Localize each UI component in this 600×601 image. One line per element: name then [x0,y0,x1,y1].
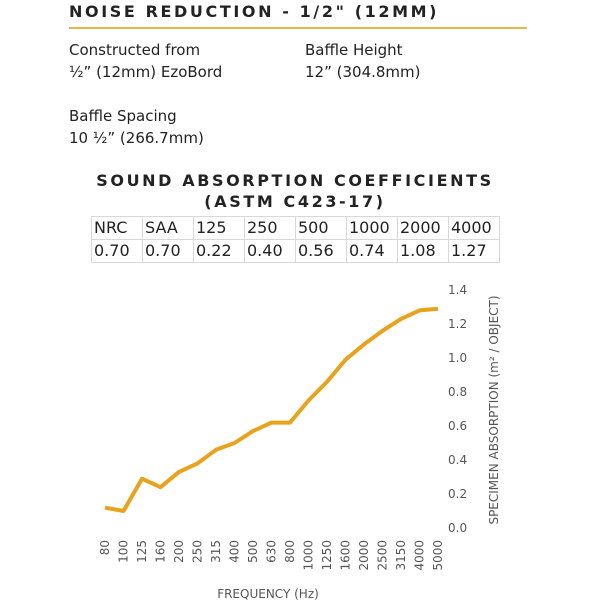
coefficient-table: NRC SAA 125 250 500 1000 2000 4000 0.70 0.70 0.22 0… [91,216,500,263]
x-tick-label: 250 [191,540,205,563]
y-tick-label: 0.8 [448,385,467,399]
x-tick-label: 80 [98,540,112,555]
x-tick-label: 3150 [394,540,408,571]
section-subtitle: (ASTM C423-17) [204,192,386,211]
table-cell: 2000 [397,216,449,240]
x-tick-label: 125 [135,540,149,563]
table-cell: 0.40 [244,239,296,263]
spec-value: ½” (12mm) EzoBord [69,63,223,81]
y-tick-label: 0.2 [448,487,467,501]
title-rule [69,27,527,29]
section-title: SOUND ABSORPTION COEFFICIENTS [96,171,494,190]
table-cell: 0.70 [142,239,194,263]
y-tick-label: 0.6 [448,419,467,433]
spec: Constructed from ½” (12mm) EzoBord [69,39,222,83]
y-tick-label: 1.0 [448,351,467,365]
spec-label: Constructed from [69,41,201,59]
x-tick-label: 315 [209,540,223,563]
x-tick-label: 2000 [357,540,371,571]
table-cell: 0.70 [91,239,143,263]
table-row: NRC SAA 125 250 500 1000 2000 4000 [91,216,500,240]
x-tick-label: 800 [283,540,297,563]
y-axis-title: SPECIMEN ABSORPTION (m² / OBJECT) [487,295,501,524]
table-cell: 125 [193,216,245,240]
x-tick-label: 630 [265,540,279,563]
spec-value: 10 ½” (266.7mm) [69,129,204,147]
table-cell: 4000 [448,216,500,240]
data-line [104,306,439,513]
table-cell: 0.56 [295,239,347,263]
table-cell: 0.74 [346,239,398,263]
title: NOISE REDUCTION - 1/2" (12MM) [69,2,440,21]
spec-value: 12” (304.8mm) [305,63,421,81]
table-cell: 1000 [346,216,398,240]
x-tick-label: 1600 [339,540,353,571]
spec: Baffle Height 12” (304.8mm) [305,39,421,83]
x-tick-label: 500 [246,540,260,563]
x-tick-label: 1250 [320,540,334,571]
x-tick-label: 200 [172,540,186,563]
x-tick-label: 2500 [376,540,390,571]
x-tick-label: 160 [154,540,168,563]
spec-label: Baffle Spacing [69,107,177,125]
x-tick-label: 400 [228,540,242,563]
table-cell: 1.27 [448,239,500,263]
spec-label: Baffle Height [305,41,403,59]
table-row: 0.70 0.70 0.22 0.40 0.56 0.74 1.08 1.27 [91,239,500,263]
x-tick-label: 100 [117,540,131,563]
y-tick-label: 1.2 [448,317,467,331]
y-tick-label: 0.0 [448,521,467,535]
table-cell: 500 [295,216,347,240]
x-tick-label: 5000 [431,540,445,571]
y-tick-label: 1.4 [448,283,467,297]
x-axis-title: FREQUENCY (Hz) [217,587,319,601]
table-cell: 1.08 [397,239,449,263]
x-tick-label: 4000 [413,540,427,571]
table-cell: 0.22 [193,239,245,263]
y-tick-label: 0.4 [448,453,467,467]
x-tick-label: 1000 [302,540,316,571]
table-cell: NRC [91,216,143,240]
spec: Baffle Spacing 10 ½” (266.7mm) [69,105,204,149]
table-cell: 250 [244,216,296,240]
